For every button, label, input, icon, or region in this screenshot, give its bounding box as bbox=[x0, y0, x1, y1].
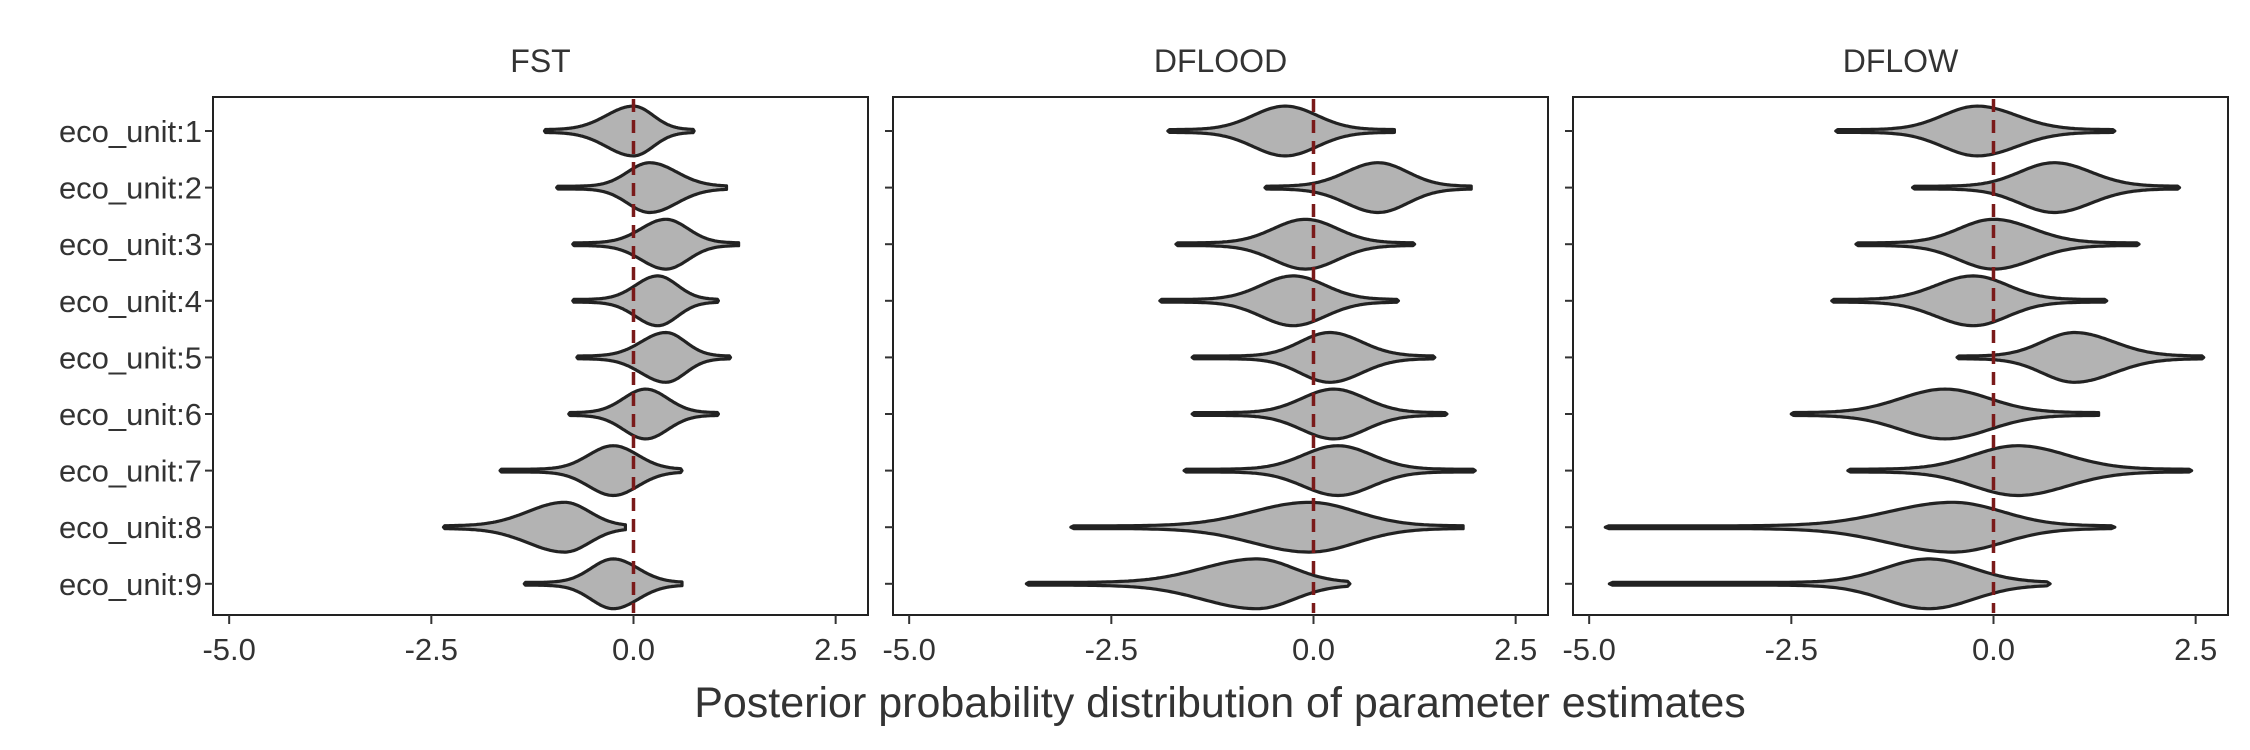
panel-frame bbox=[212, 96, 869, 616]
violin-eco_unit-9 bbox=[1607, 557, 2052, 611]
x-tick-label: 0.0 bbox=[1292, 632, 1335, 667]
panel-title: FST bbox=[510, 43, 570, 79]
y-tick-label: eco_unit:5 bbox=[59, 340, 202, 375]
panel-frame bbox=[1572, 96, 2229, 616]
panel-dflood: DFLOOD -5.0 -2.5 0.0 2.5 bbox=[882, 43, 1549, 667]
violin-eco_unit-2 bbox=[555, 161, 729, 215]
violin-eco_unit-3 bbox=[571, 217, 741, 271]
y-tick-label: eco_unit:7 bbox=[59, 454, 202, 489]
violin-eco_unit-7 bbox=[1182, 444, 1477, 498]
y-tick-label: eco_unit:9 bbox=[59, 567, 202, 602]
y-tick-label: eco_unit:1 bbox=[59, 114, 202, 149]
violin-eco_unit-8 bbox=[441, 500, 627, 554]
violin-eco_unit-3 bbox=[1174, 217, 1417, 271]
violin-eco_unit-6 bbox=[1789, 387, 2101, 441]
x-tick-label: 2.5 bbox=[2174, 632, 2217, 667]
panel-title: DFLOOD bbox=[1154, 43, 1287, 79]
x-axis-title: Posterior probability distribution of pa… bbox=[694, 679, 1746, 727]
x-tick-label: 2.5 bbox=[1494, 632, 1537, 667]
violin-eco_unit-4 bbox=[1158, 274, 1400, 328]
x-tick-label: 0.0 bbox=[612, 632, 655, 667]
violin-eco_unit-9 bbox=[522, 557, 684, 611]
panel-frame bbox=[892, 96, 1549, 616]
violin-eco_unit-2 bbox=[1911, 161, 2182, 215]
violin-eco_unit-3 bbox=[1854, 217, 2141, 271]
panel-dflow: DFLOW -5.0 -2.5 0.0 2.5 bbox=[1562, 43, 2229, 667]
violin-eco_unit-8 bbox=[1603, 500, 2117, 554]
violin-eco_unit-6 bbox=[1190, 387, 1449, 441]
panel-fst: FST -5.0 -2.5 0.0 2.5 bbox=[202, 43, 869, 667]
y-tick-label: eco_unit:4 bbox=[59, 284, 202, 319]
violin-eco_unit-6 bbox=[567, 387, 720, 441]
violin-eco_unit-4 bbox=[1830, 274, 2109, 328]
x-tick-label: 0.0 bbox=[1972, 632, 2015, 667]
y-tick-label: eco_unit:6 bbox=[59, 397, 202, 432]
violin-eco_unit-8 bbox=[1069, 500, 1465, 554]
violin-eco_unit-5 bbox=[575, 330, 733, 384]
y-axis-labels: eco_unit:1 eco_unit:2 eco_unit:3 eco_unit:4… bbox=[59, 114, 202, 602]
violin-eco_unit-1 bbox=[1834, 104, 2117, 158]
violin-eco_unit-9 bbox=[1024, 557, 1352, 611]
x-tick-label: -5.0 bbox=[1562, 632, 1615, 667]
x-tick-label: -2.5 bbox=[1085, 632, 1138, 667]
x-tick-label: -2.5 bbox=[405, 632, 458, 667]
violin-eco_unit-1 bbox=[542, 104, 696, 158]
violin-eco_unit-4 bbox=[571, 274, 720, 328]
violin-eco_unit-7 bbox=[498, 444, 684, 498]
panel-title: DFLOW bbox=[1843, 43, 1959, 79]
violin-eco_unit-7 bbox=[1846, 444, 2194, 498]
violin-eco_unit-1 bbox=[1166, 104, 1396, 158]
x-tick-label: -2.5 bbox=[1765, 632, 1818, 667]
violin-eco_unit-2 bbox=[1263, 161, 1473, 215]
x-tick-label: -5.0 bbox=[202, 632, 255, 667]
y-tick-label: eco_unit:8 bbox=[59, 510, 202, 545]
y-tick-label: eco_unit:3 bbox=[59, 227, 202, 262]
x-tick-label: -5.0 bbox=[882, 632, 935, 667]
x-tick-label: 2.5 bbox=[814, 632, 857, 667]
y-tick-label: eco_unit:2 bbox=[59, 171, 202, 206]
violin-eco_unit-5 bbox=[1955, 330, 2206, 384]
